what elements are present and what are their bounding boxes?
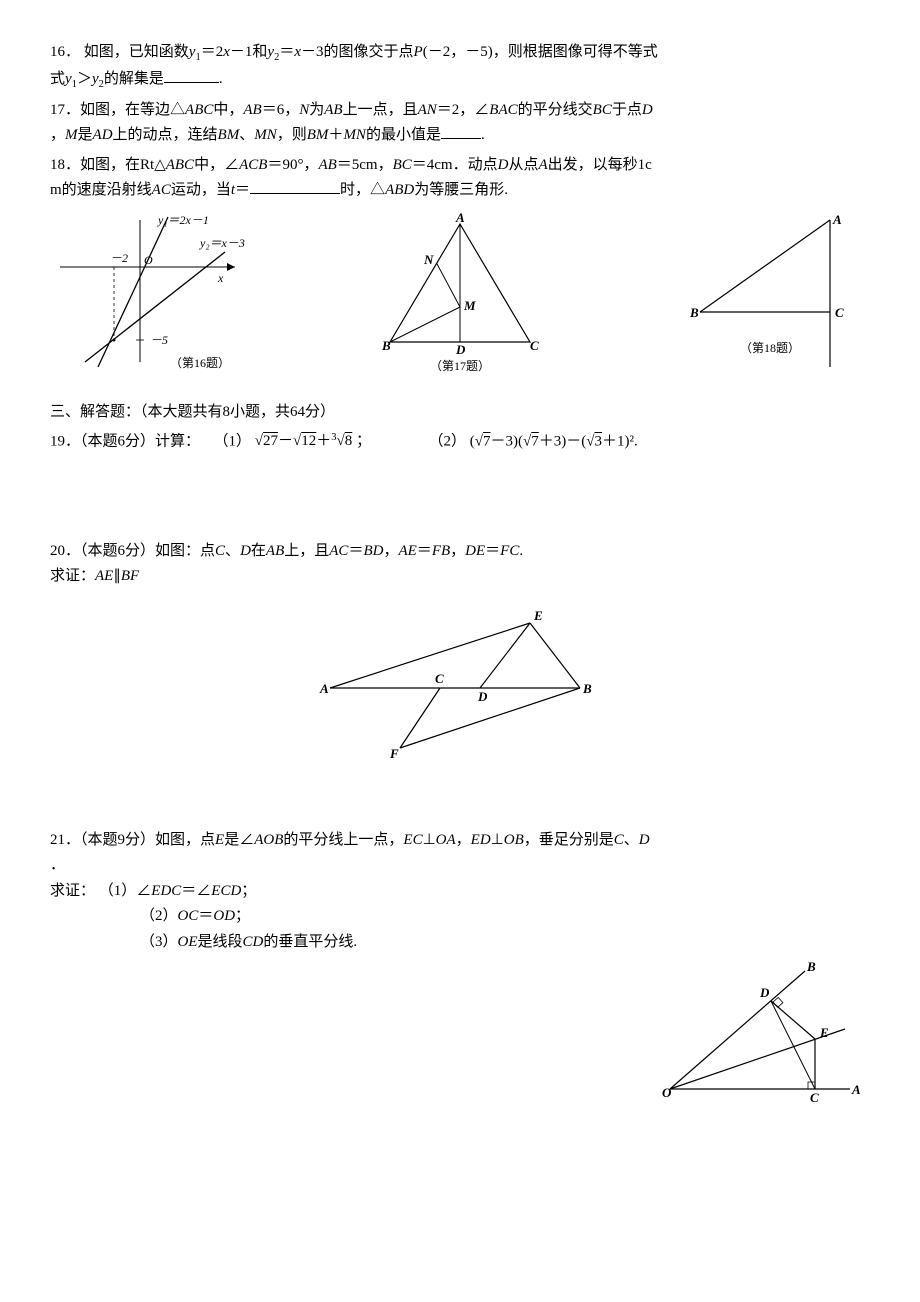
svg-text:A: A [319,681,329,696]
svg-text:y₂＝x－3: y₂＝x－3 [199,236,245,250]
svg-text:C: C [810,1090,819,1105]
svg-text:F: F [389,746,399,758]
problem-20: 20．（本题6分）如图：点C、D在AB上，且AC＝BD，AE＝FB，DE＝FC.… [50,539,870,590]
problem-17: 17．如图，在等边△ABC中，AB＝6，N为AB上一点，且AN＝2，∠BAC的平… [50,98,870,149]
expr-19-2: (√7－3)(√7＋3)－(√3＋1)². [470,433,638,449]
problem-18: 18．如图，在Rt△ABC中，∠ACB＝90°，AB＝5cm，BC＝4cm．动点… [50,153,870,204]
blank-17[interactable] [441,123,481,139]
figure-17: A B C D M N （第17题） [360,212,560,372]
num: 16． [50,44,80,60]
svg-text:D: D [477,689,488,704]
svg-text:O: O [144,253,153,267]
svg-text:（第16题）: （第16题） [170,356,230,370]
expr-19-1: √27－√12＋3√8 ； [255,433,375,449]
svg-text:C: C [435,671,444,686]
svg-text:A: A [455,212,465,225]
blank-16[interactable] [164,67,219,83]
svg-text:E: E [819,1025,829,1040]
svg-text:（第17题）: （第17题） [430,359,490,372]
problem-21: 21．（本题9分）如图，点E是∠AOB的平分线上一点，EC⊥OA，ED⊥OB，垂… [50,828,870,956]
svg-text:M: M [463,298,476,313]
svg-text:－5: －5 [150,333,168,347]
svg-text:B: B [381,338,391,353]
figure-21: O A B C D E [50,959,870,1109]
figure-16: y₁＝2x－1 y₂＝x－3 －2 O x －5 （第16题） [50,212,250,372]
figure-18: A B C （第18题） [670,212,870,372]
svg-text:O: O [662,1085,672,1100]
svg-text:A: A [832,212,842,227]
svg-text:E: E [533,608,543,623]
svg-text:D: D [455,342,466,357]
svg-text:C: C [835,305,844,320]
figure-20: A B C D E F [50,598,870,758]
svg-text:B: B [806,959,816,974]
svg-text:D: D [759,985,770,1000]
svg-text:（第18题）: （第18题） [740,341,800,355]
svg-text:－2: －2 [110,251,128,265]
problem-19: 19．（本题6分）计算： （1） √27－√12＋3√8 ； （2） (√7－3… [50,429,870,455]
svg-text:B: B [582,681,592,696]
svg-text:C: C [530,338,539,353]
svg-text:B: B [689,305,699,320]
section-3-heading: 三、解答题：（本大题共有8小题，共64分） [50,400,870,426]
blank-18[interactable] [250,178,340,194]
svg-text:A: A [851,1082,861,1097]
figure-row-16-18: y₁＝2x－1 y₂＝x－3 －2 O x －5 （第16题） A B C [50,212,870,372]
svg-text:x: x [217,271,224,285]
problem-16: 16． 如图，已知函数y1＝2x－1和y2＝x－3的图像交于点P(－2，－5)，… [50,40,870,94]
svg-text:y₁＝2x－1: y₁＝2x－1 [157,213,209,227]
svg-text:N: N [423,252,434,267]
